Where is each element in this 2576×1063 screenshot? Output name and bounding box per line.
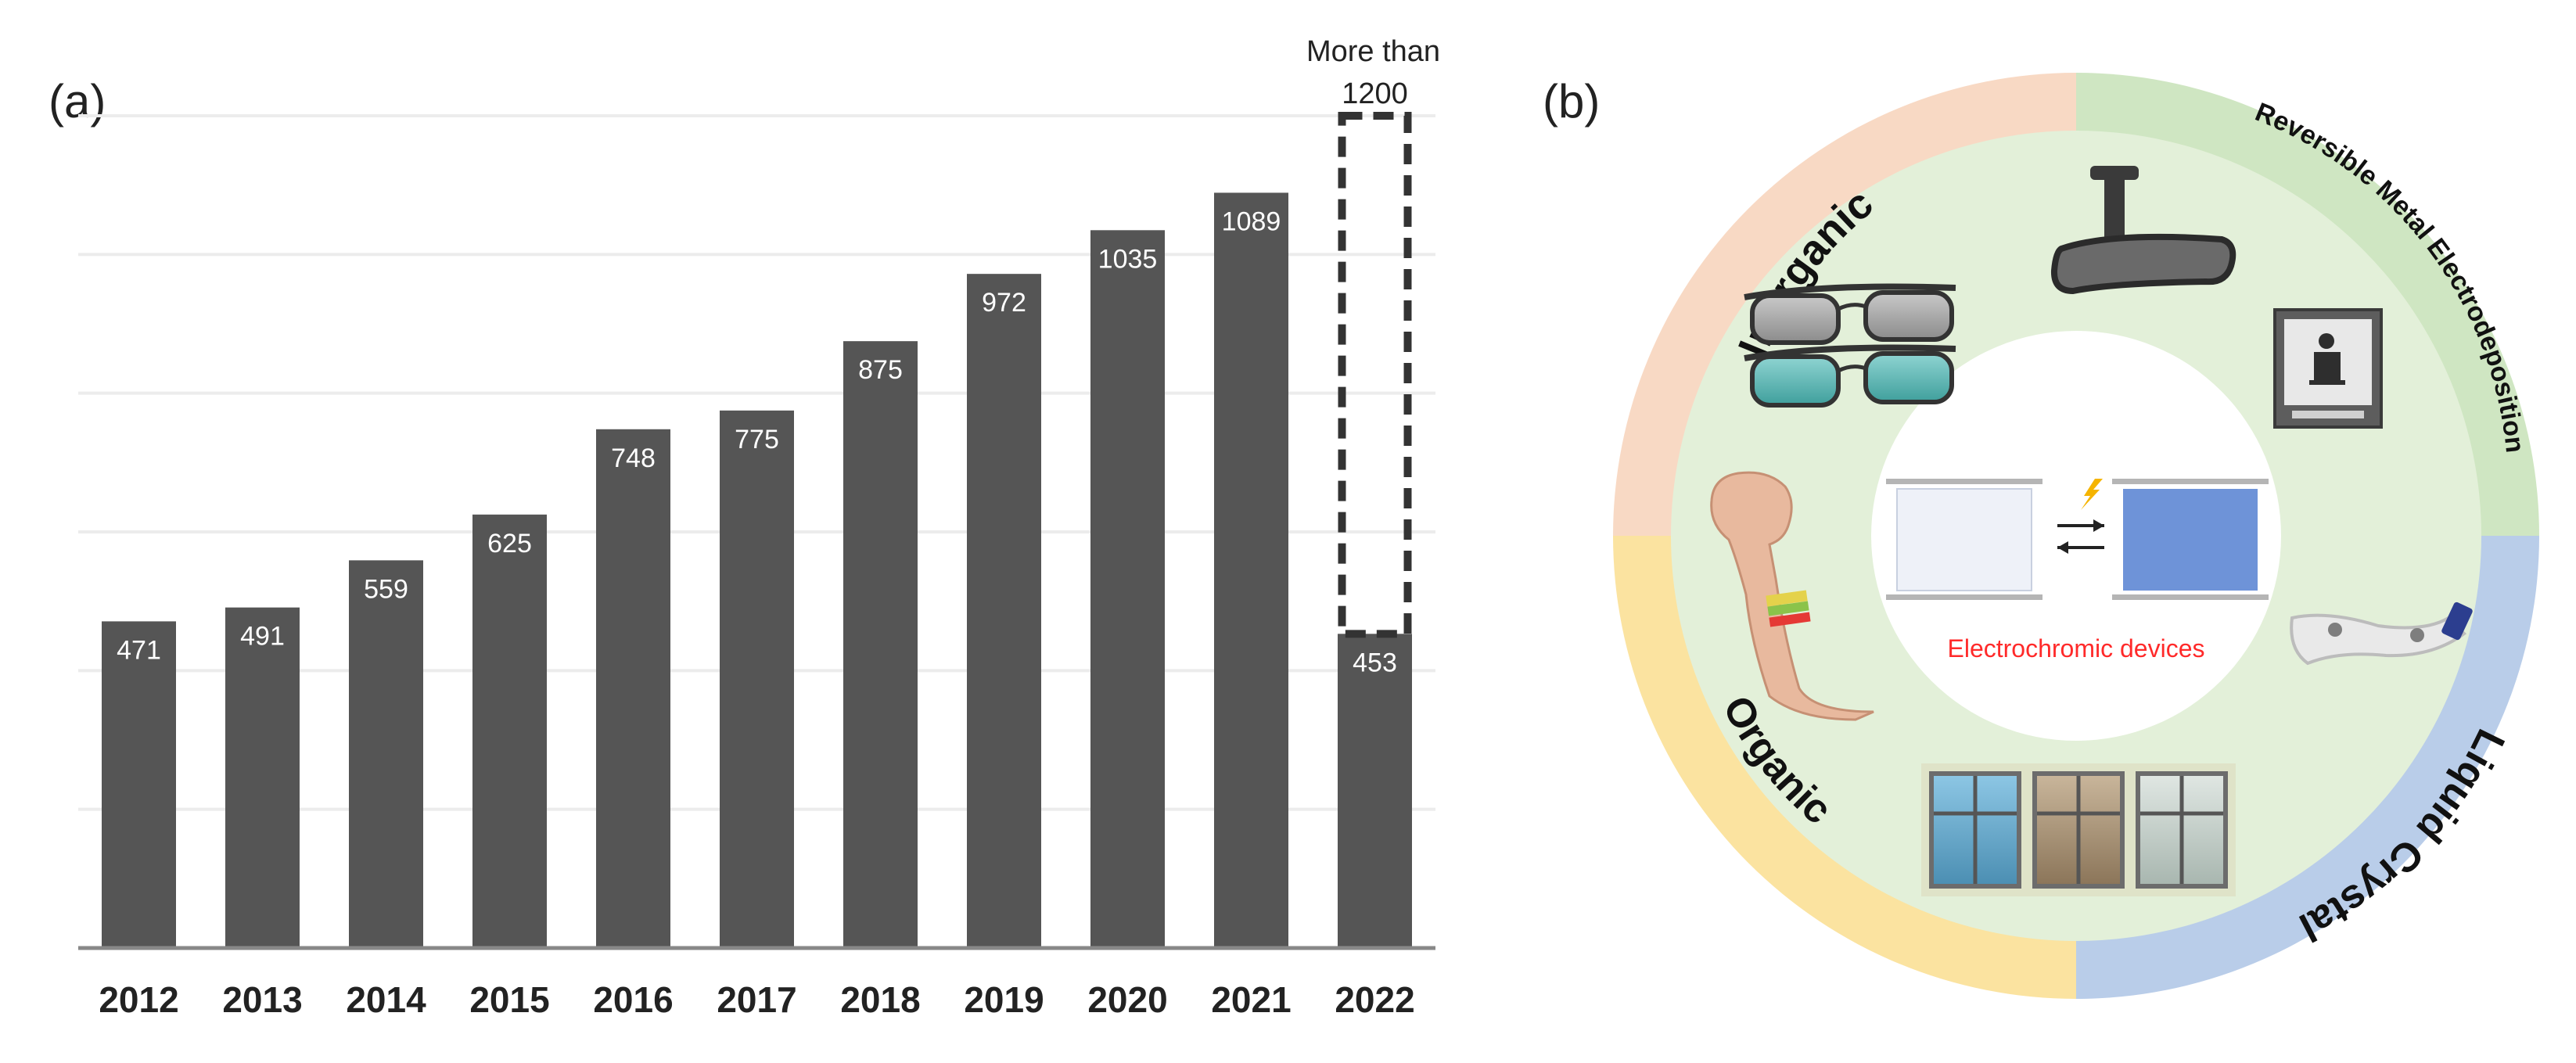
display-panel-icon: [2273, 308, 2383, 429]
x-tick-2016: 2016: [593, 979, 673, 1020]
panel-a-label: (a): [49, 75, 106, 127]
chart-projection: More than 1200: [1306, 35, 1440, 638]
flexible-device-icon: [2290, 602, 2473, 666]
projection-annotation-line2: 1200: [1342, 77, 1408, 110]
data-label-2020: 1035: [1098, 244, 1158, 274]
x-tick-2019: 2019: [964, 979, 1044, 1020]
bar-2022: [1338, 634, 1412, 948]
x-tick-2015: 2015: [469, 979, 549, 1020]
data-label-2014: 559: [364, 574, 408, 604]
wrist-sensor-icon: [1710, 471, 1874, 721]
chart-bars: [102, 192, 1412, 949]
data-label-2012: 471: [117, 635, 161, 665]
data-label-2016: 748: [611, 444, 656, 473]
x-tick-2014: 2014: [346, 979, 426, 1020]
center-disc: [1871, 331, 2281, 741]
x-tick-2018: 2018: [840, 979, 920, 1020]
data-label-2015: 625: [487, 529, 532, 558]
bar-2015: [472, 514, 547, 948]
data-label-2021: 1089: [1222, 206, 1281, 236]
bar-2018: [843, 341, 918, 949]
chart-data-labels: 471 491 559 625 748 775 875 972 1035 1089 453: [117, 206, 1397, 677]
bar-2016: [596, 429, 670, 948]
sunglasses-grey-icon: [1744, 283, 1956, 345]
data-label-2022: 453: [1353, 648, 1397, 677]
data-label-2019: 972: [982, 288, 1026, 318]
data-label-2018: 875: [858, 355, 903, 385]
x-tick-2012: 2012: [99, 979, 178, 1020]
projection-dashed-box: [1338, 112, 1412, 638]
bar-2017: [720, 410, 794, 948]
data-label-2013: 491: [240, 622, 285, 652]
sunglasses-teal-icon: [1744, 344, 1956, 408]
bar-2013: [225, 607, 300, 948]
bar-2014: [349, 560, 423, 948]
rearview-mirror-icon: [2050, 166, 2236, 295]
chart-x-tick-labels: 2012 2013 2014 2015 2016 2017 2018 2019 2020 2021…: [99, 979, 1414, 1020]
x-tick-2021: 2021: [1211, 979, 1291, 1020]
bar-2012: [102, 621, 176, 948]
bar-2019: [967, 274, 1041, 948]
data-label-2017: 775: [735, 425, 779, 454]
bar-2021: [1214, 192, 1288, 949]
lightning-icon: [2081, 479, 2103, 510]
projection-annotation-line1: More than: [1306, 35, 1440, 68]
electrochromic-diagram: Inorganic Reversible Metal Electrodeposi…: [1613, 73, 2539, 999]
x-tick-2017: 2017: [717, 979, 796, 1020]
center-label: Electrochromic devices: [1948, 634, 2205, 663]
bar-2020: [1090, 230, 1165, 948]
panel-b-label: (b): [1543, 75, 1600, 127]
smart-windows-icon: [1921, 763, 2236, 896]
electrochromic-cell-icon: [1886, 479, 2269, 600]
x-tick-2022: 2022: [1335, 979, 1414, 1020]
x-tick-2020: 2020: [1087, 979, 1167, 1020]
x-tick-2013: 2013: [222, 979, 302, 1020]
